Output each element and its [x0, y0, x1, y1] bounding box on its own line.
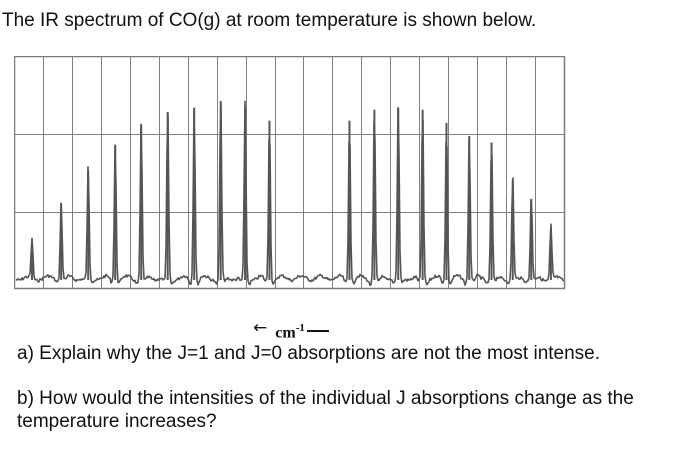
question-b: b) How would the intensities of the indi…	[17, 388, 634, 432]
x-axis-label: ← cm-1	[253, 318, 329, 343]
ir-spectrum-chart	[14, 56, 566, 290]
chart-frame	[14, 56, 566, 290]
intro-text: The IR spectrum of CO(g) at room tempera…	[2, 10, 537, 31]
chart-grid	[14, 56, 566, 290]
spectrum-trace	[15, 100, 565, 287]
question-a: a) Explain why the J=1 and J=0 absorptio…	[17, 343, 601, 364]
peak-markers	[31, 101, 552, 280]
axis-dash	[306, 330, 329, 332]
left-arrow-icon: ←	[253, 318, 268, 338]
spectrum-line	[15, 100, 565, 287]
x-axis-unit: cm-1	[275, 322, 305, 342]
